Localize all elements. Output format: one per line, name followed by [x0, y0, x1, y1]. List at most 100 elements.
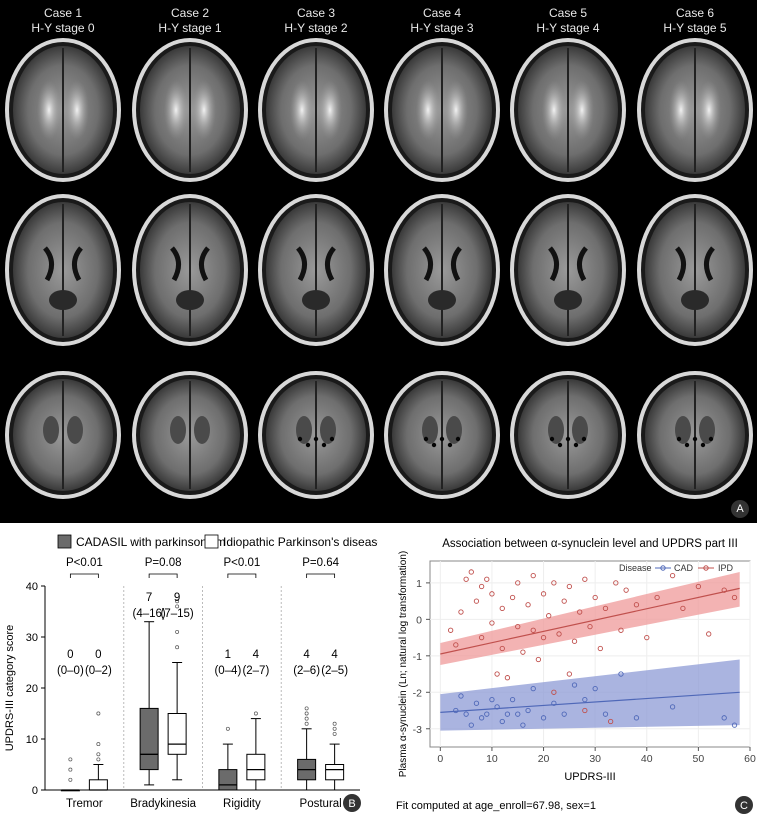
- microbleed: [573, 442, 579, 448]
- data-point-cad: [561, 711, 567, 717]
- p-value-label: P<0.01: [66, 557, 103, 569]
- data-point-ipd: [509, 594, 516, 601]
- hy-stage-label: H-Y stage 1: [158, 21, 222, 35]
- data-point-cad: [489, 696, 495, 703]
- outlier-point: [96, 742, 101, 747]
- median-value: 7: [146, 592, 152, 604]
- badge-circle: [343, 794, 361, 812]
- microbleed: [321, 442, 327, 448]
- y-tick-label: 10: [26, 734, 38, 746]
- microbleed: [565, 436, 571, 442]
- data-point-ipd: [540, 634, 547, 641]
- outlier-point: [332, 731, 337, 736]
- basal-ganglia: [67, 416, 83, 444]
- data-point-ipd: [602, 605, 609, 612]
- box-body: [246, 753, 266, 781]
- y-tick-label: -2: [413, 687, 422, 699]
- p-value-label: P=0.08: [145, 557, 182, 569]
- white-matter-lesion: [669, 80, 693, 140]
- white-matter-lesion: [37, 80, 61, 140]
- panel-c-badge: C: [735, 796, 753, 814]
- data-point-ipd: [695, 583, 702, 590]
- box-body: [218, 769, 238, 791]
- data-point-ipd: [680, 605, 686, 612]
- data-point-ipd: [499, 645, 505, 652]
- data-point-ipd: [453, 642, 459, 648]
- range-value: (0–4): [214, 665, 241, 677]
- data-point-cad: [478, 715, 485, 721]
- data-point-ipd: [556, 631, 562, 637]
- data-point-ipd: [644, 634, 650, 641]
- data-point-ipd: [654, 594, 660, 601]
- outlier-point: [175, 599, 180, 604]
- legend-title: Disease: [619, 563, 652, 573]
- outlier-point: [304, 706, 309, 711]
- data-point-ipd: [706, 631, 712, 637]
- data-point-ipd: [447, 627, 454, 633]
- microbleed: [455, 436, 461, 442]
- white-matter-lesion: [192, 80, 216, 140]
- mri-slice: [637, 38, 753, 182]
- data-point-ipd: [546, 613, 552, 619]
- legend-label-ipd: IPD: [718, 563, 734, 573]
- microbleed: [423, 436, 429, 442]
- ventricle: [451, 246, 462, 282]
- midbrain: [428, 290, 456, 310]
- legend-label-cadasil: CADASIL with parkinsonism: [76, 535, 226, 549]
- microbleed: [676, 436, 682, 442]
- y-tick-label: -3: [413, 724, 422, 736]
- data-point-ipd: [582, 576, 588, 582]
- data-point-ipd: [561, 598, 567, 604]
- y-tick-label: 0: [32, 785, 38, 797]
- data-point-cad: [473, 700, 480, 706]
- ventricle: [325, 246, 336, 282]
- white-matter-lesion: [164, 80, 188, 140]
- mri-slice: [510, 194, 626, 346]
- category-label: Postural: [300, 798, 342, 810]
- legend-swatch-cadasil: [57, 534, 72, 549]
- data-point-ipd: [566, 583, 573, 590]
- p-value-label: P<0.01: [223, 557, 260, 569]
- range-value: (2–7): [242, 665, 269, 677]
- data-point-ipd: [577, 609, 583, 615]
- y-tick-label: 40: [26, 581, 38, 593]
- microbleed: [581, 436, 587, 442]
- mri-slice: [5, 194, 121, 346]
- mri-slice: [132, 38, 248, 182]
- midbrain: [681, 290, 709, 310]
- panel-a-badge: A: [731, 500, 749, 518]
- case-label: Case 1: [43, 6, 83, 20]
- data-point-cad: [731, 722, 738, 728]
- case-header: Case 3 H-Y stage 2: [261, 6, 371, 36]
- category-label: Rigidity: [223, 798, 261, 810]
- outlier-point: [96, 752, 101, 757]
- p-value-label: P=0.64: [302, 557, 339, 569]
- data-point-ipd: [520, 649, 526, 655]
- ventricle: [170, 246, 181, 282]
- microbleed: [700, 442, 706, 448]
- p-value-bracket: [306, 573, 336, 578]
- x-tick-label: 40: [641, 753, 653, 765]
- median-value: 0: [67, 649, 73, 661]
- microbleed: [439, 436, 445, 442]
- data-point-cad: [540, 715, 547, 721]
- median-value: 4: [303, 649, 310, 661]
- mri-slice: [258, 371, 374, 499]
- median-value: 4: [253, 649, 260, 661]
- case-header: Case 5 H-Y stage 4: [513, 6, 623, 36]
- legend-swatch-ipd: [204, 534, 219, 549]
- case-label: Case 6: [675, 6, 715, 20]
- mri-slice: [132, 194, 248, 346]
- median-value: 9: [174, 592, 180, 604]
- category-label: Bradykinesia: [130, 798, 196, 810]
- mri-slice: [132, 371, 248, 499]
- charts-area: CADASIL with parkinsonism Idiopathic Park…: [0, 523, 757, 818]
- mri-slice: [258, 38, 374, 182]
- hy-stage-label: H-Y stage 2: [284, 21, 348, 35]
- case-header: Case 2 H-Y stage 1: [135, 6, 245, 36]
- ventricle: [548, 246, 559, 282]
- median-value: 4: [331, 649, 338, 661]
- basal-ganglia: [170, 416, 186, 444]
- case-label: Case 3: [296, 6, 336, 20]
- fit-footnote: Fit computed at age_enroll=67.98, sex=1: [396, 800, 596, 812]
